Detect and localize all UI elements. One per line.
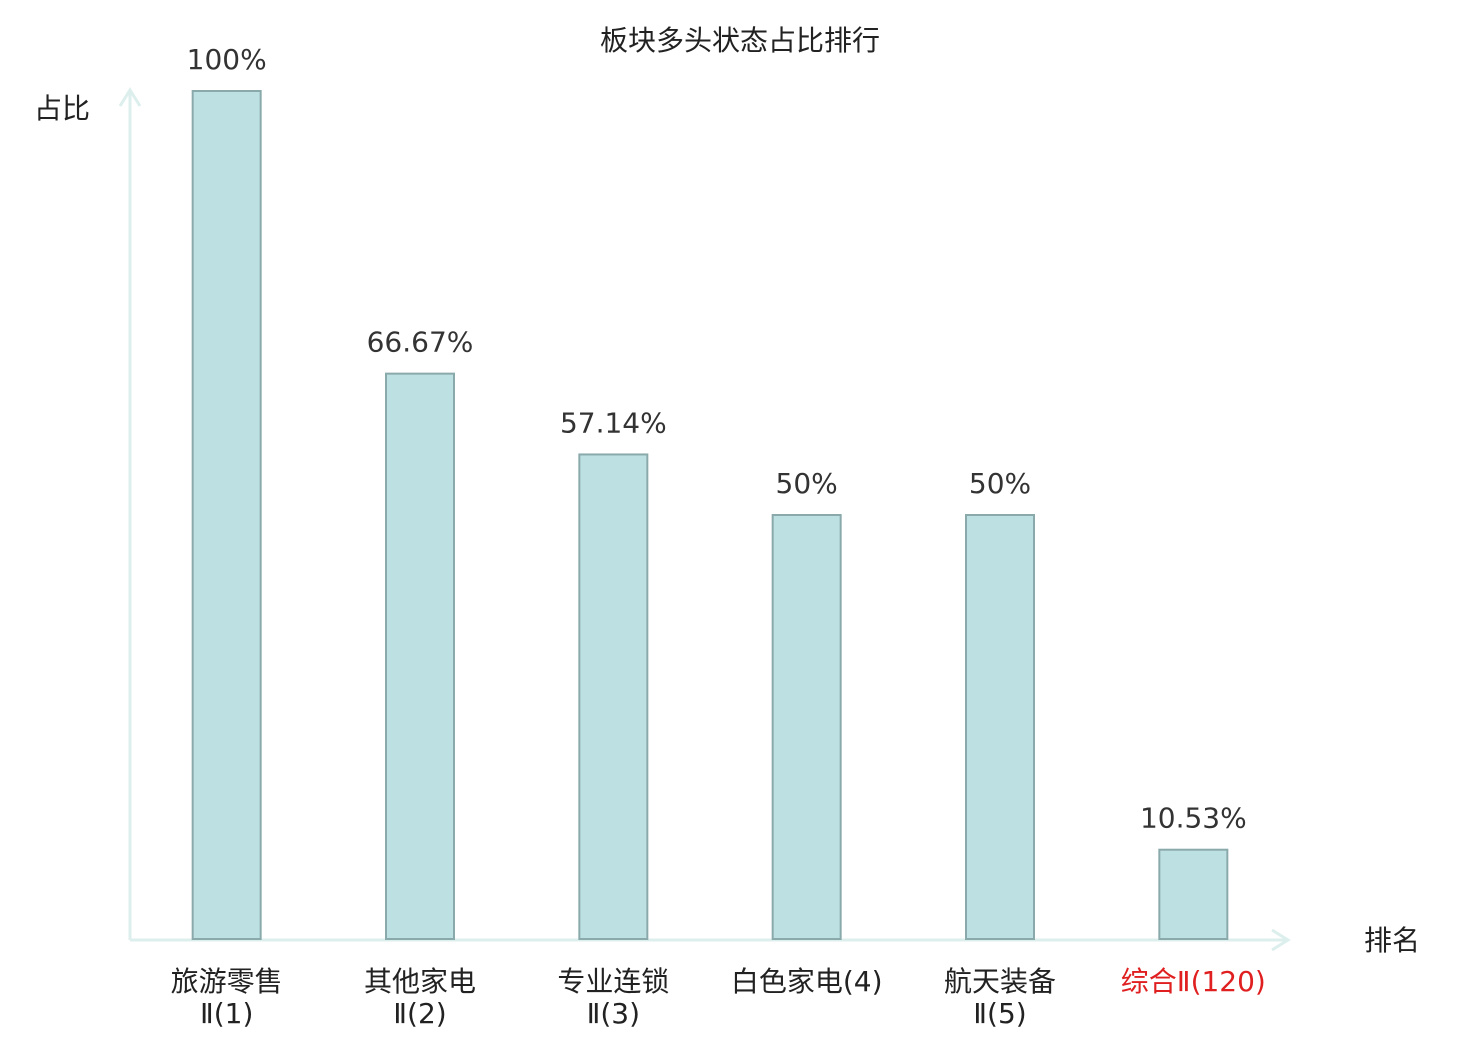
- value-label: 50%: [776, 467, 838, 500]
- x-tick-label: 综合Ⅱ(120): [1121, 965, 1266, 998]
- chart-title: 板块多头状态占比排行: [600, 24, 880, 57]
- x-tick-label: 旅游零售: [171, 965, 283, 998]
- x-tick-label: Ⅱ(5): [973, 997, 1026, 1030]
- x-tick-label: Ⅱ(1): [200, 997, 253, 1030]
- x-tick-label: 其他家电: [364, 965, 476, 998]
- x-tick-label: 白色家电(4): [731, 965, 883, 998]
- bar: [1158, 848, 1229, 941]
- x-tick-label: 航天装备: [944, 965, 1056, 998]
- bar: [965, 514, 1035, 940]
- x-tick-label: Ⅱ(2): [393, 997, 446, 1030]
- y-axis-arrow: [118, 87, 142, 107]
- x-tick-label: 专业连锁: [557, 965, 669, 998]
- value-label: 57.14%: [560, 406, 667, 439]
- value-label: 10.53%: [1140, 802, 1247, 835]
- bar: [385, 372, 455, 940]
- bar: [191, 90, 262, 940]
- axes: [118, 87, 1291, 952]
- y-axis-label: 占比: [34, 92, 90, 125]
- x-axis-arrow: [1271, 928, 1291, 952]
- value-label: 100%: [187, 43, 267, 76]
- bar: [771, 514, 842, 940]
- x-tick-label: Ⅱ(3): [587, 997, 640, 1030]
- value-label: 50%: [969, 467, 1031, 500]
- value-label: 66.67%: [367, 326, 474, 359]
- x-axis-label: 排名: [1364, 924, 1420, 957]
- bar: [578, 453, 649, 940]
